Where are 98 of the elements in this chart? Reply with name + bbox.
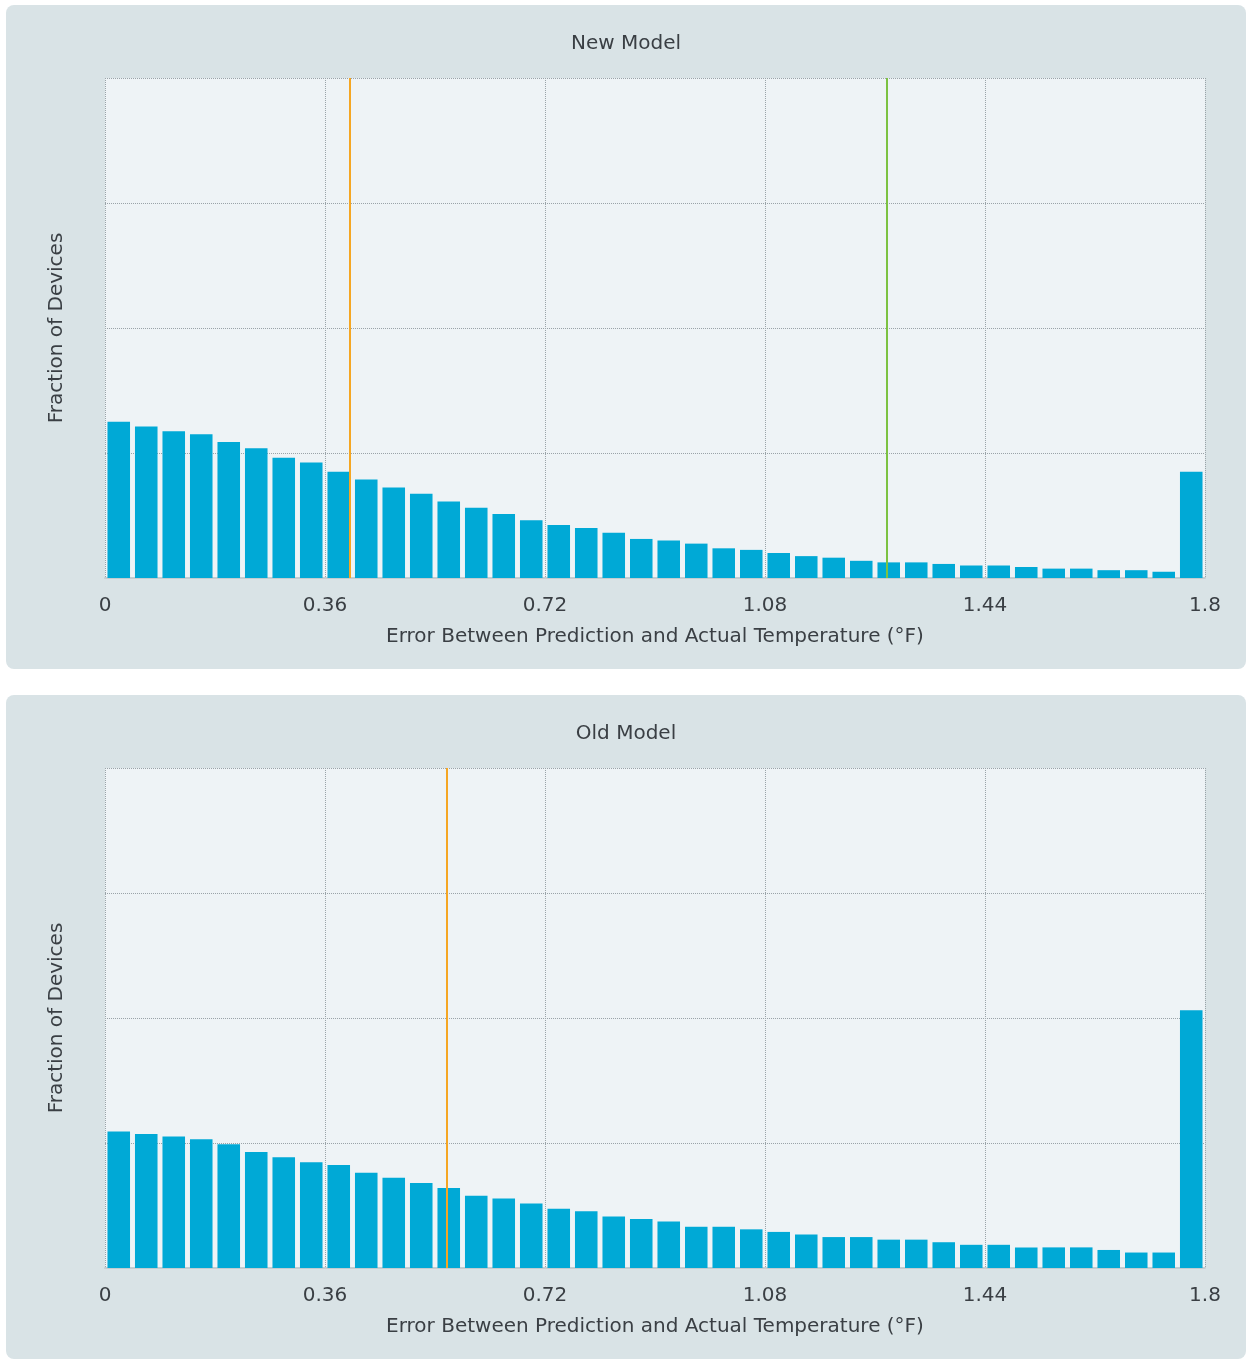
bar bbox=[1097, 1249, 1121, 1268]
bar bbox=[904, 1239, 928, 1268]
bar bbox=[849, 560, 873, 578]
bar bbox=[767, 553, 791, 578]
bar bbox=[107, 1131, 131, 1268]
bar bbox=[1152, 571, 1176, 578]
y-axis-title: Fraction of Devices bbox=[43, 232, 67, 424]
x-tick-label: 0.36 bbox=[302, 592, 348, 616]
bar bbox=[354, 1172, 378, 1268]
bar bbox=[684, 543, 708, 578]
bar bbox=[629, 538, 653, 578]
bar bbox=[437, 1188, 461, 1268]
bar bbox=[959, 1244, 983, 1268]
bar bbox=[1124, 1252, 1148, 1268]
bar bbox=[244, 448, 268, 578]
x-axis-title: Error Between Prediction and Actual Temperature (°F) bbox=[386, 1313, 924, 1337]
bar bbox=[409, 493, 433, 578]
bar bbox=[822, 1237, 846, 1268]
bar bbox=[547, 524, 571, 578]
bar bbox=[464, 507, 488, 578]
bar bbox=[162, 431, 186, 578]
bar bbox=[189, 1139, 213, 1268]
bar bbox=[272, 1157, 296, 1268]
bar bbox=[1014, 1247, 1038, 1268]
bar bbox=[189, 434, 213, 578]
bar bbox=[547, 1208, 571, 1268]
bar bbox=[877, 1239, 901, 1268]
chart-title: Old Model bbox=[575, 720, 677, 744]
bar bbox=[1097, 570, 1121, 578]
bar bbox=[932, 1242, 956, 1268]
bar bbox=[1179, 471, 1203, 578]
bar bbox=[134, 1133, 158, 1268]
x-tick-label: 1.8 bbox=[1189, 1282, 1221, 1306]
bar bbox=[464, 1195, 488, 1268]
x-tick-label: 0.72 bbox=[522, 1282, 568, 1306]
bar bbox=[437, 501, 461, 578]
bar bbox=[299, 1162, 323, 1268]
bar bbox=[712, 1226, 736, 1268]
bar bbox=[1069, 1247, 1093, 1268]
bar bbox=[162, 1136, 186, 1268]
bar bbox=[327, 1164, 351, 1268]
bar bbox=[1124, 570, 1148, 578]
bar bbox=[712, 548, 736, 578]
bar bbox=[849, 1237, 873, 1268]
bar bbox=[1042, 1247, 1066, 1268]
bar bbox=[354, 479, 378, 578]
bar bbox=[739, 549, 763, 578]
bar bbox=[932, 563, 956, 578]
bar bbox=[1042, 568, 1066, 578]
x-tick-label: 1.08 bbox=[742, 592, 788, 616]
bar bbox=[959, 565, 983, 578]
x-tick-label: 1.8 bbox=[1189, 592, 1221, 616]
bar bbox=[987, 565, 1011, 578]
x-tick-label: 0.72 bbox=[522, 592, 568, 616]
bar bbox=[794, 1234, 818, 1268]
bar bbox=[327, 471, 351, 578]
bar bbox=[217, 1144, 241, 1268]
bar bbox=[602, 532, 626, 578]
bar bbox=[492, 513, 516, 578]
bar bbox=[134, 426, 158, 578]
bar bbox=[987, 1244, 1011, 1268]
bar bbox=[492, 1198, 516, 1268]
bar bbox=[629, 1219, 653, 1268]
bar bbox=[904, 562, 928, 578]
bar bbox=[739, 1229, 763, 1268]
x-tick-label: 1.08 bbox=[742, 1282, 788, 1306]
bar bbox=[409, 1182, 433, 1268]
bar bbox=[657, 1221, 681, 1268]
bar bbox=[574, 528, 598, 578]
bar bbox=[519, 1203, 543, 1268]
bar bbox=[519, 520, 543, 578]
bar bbox=[382, 1177, 406, 1268]
bar bbox=[574, 1211, 598, 1268]
x-axis-title: Error Between Prediction and Actual Temperature (°F) bbox=[386, 623, 924, 647]
bar bbox=[1179, 1010, 1203, 1268]
x-tick-label: 0 bbox=[98, 592, 112, 616]
bar bbox=[657, 540, 681, 578]
bar bbox=[1069, 568, 1093, 578]
bar bbox=[822, 557, 846, 578]
bar bbox=[107, 421, 131, 578]
x-tick-label: 0 bbox=[98, 1282, 112, 1306]
bar bbox=[1014, 567, 1038, 578]
bar bbox=[1152, 1252, 1176, 1268]
bar bbox=[877, 562, 901, 578]
x-tick-label: 1.44 bbox=[962, 592, 1008, 616]
y-axis-title: Fraction of Devices bbox=[43, 922, 67, 1114]
bar bbox=[272, 457, 296, 578]
bar bbox=[602, 1216, 626, 1268]
x-tick-label: 0.36 bbox=[302, 1282, 348, 1306]
bar bbox=[382, 487, 406, 578]
bar bbox=[299, 462, 323, 578]
bar bbox=[684, 1226, 708, 1268]
x-tick-label: 1.44 bbox=[962, 1282, 1008, 1306]
bar bbox=[244, 1152, 268, 1268]
bar bbox=[217, 442, 241, 578]
bar bbox=[794, 556, 818, 578]
bar bbox=[767, 1231, 791, 1268]
chart-title: New Model bbox=[570, 30, 682, 54]
